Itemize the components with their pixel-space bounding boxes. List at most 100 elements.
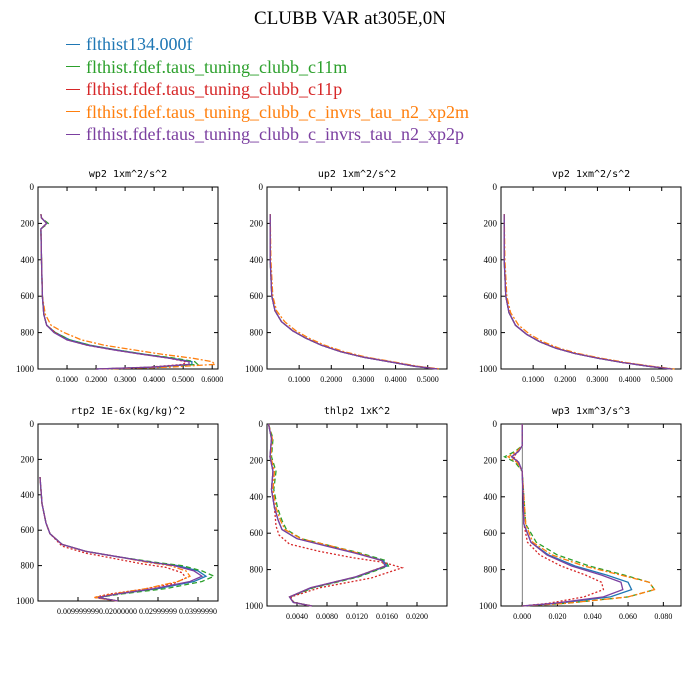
x-tick-label: 0.3000 <box>114 375 136 384</box>
series-line <box>503 214 672 370</box>
legend-swatch <box>66 66 80 68</box>
legend-swatch <box>66 88 80 90</box>
y-tick-label: 600 <box>484 528 498 538</box>
series-line <box>512 424 605 607</box>
legend-entry: flthist134.000f <box>66 33 469 56</box>
y-tick-label: 400 <box>250 255 264 265</box>
series-line <box>39 477 208 602</box>
y-tick-label: 800 <box>250 565 264 575</box>
legend-entry: flthist.fdef.taus_tuning_clubb_c11m <box>66 56 469 79</box>
y-tick-label: 0 <box>30 419 35 429</box>
x-tick-label: 0.4000 <box>619 375 641 384</box>
x-tick-label: 0.0040 <box>286 612 308 621</box>
series-line <box>503 424 656 607</box>
legend-swatch <box>66 43 80 45</box>
plot-frame <box>266 186 448 370</box>
y-tick-label: 200 <box>250 455 264 465</box>
y-tick-label: 800 <box>21 561 35 571</box>
plot-frame <box>37 186 219 370</box>
x-tick-label: 0.040 <box>584 612 602 621</box>
x-tick-label: 0.5000 <box>172 375 194 384</box>
x-tick-label: 0.080 <box>654 612 672 621</box>
panel-title: thlp2 1xK^2 <box>324 406 390 417</box>
panel-title: up2 1xm^2/s^2 <box>318 169 396 180</box>
x-tick-label: 0.0200 <box>406 612 428 621</box>
x-tick-label: 0.5000 <box>651 375 673 384</box>
legend-entry: flthist.fdef.taus_tuning_clubb_c_invrs_t… <box>66 101 469 124</box>
y-tick-label: 400 <box>484 492 498 502</box>
y-tick-label: 600 <box>250 528 264 538</box>
series-line <box>510 424 624 607</box>
series-line <box>503 214 672 370</box>
series-line <box>40 214 200 370</box>
legend: flthist134.000f flthist.fdef.taus_tuning… <box>66 33 469 146</box>
y-tick-label: 1000 <box>479 601 498 611</box>
x-tick-label: 0.1000 <box>288 375 310 384</box>
series-line <box>267 423 386 607</box>
series-line <box>40 214 193 370</box>
x-tick-label: 0.0080 <box>316 612 338 621</box>
x-tick-label: 0.1000 <box>56 375 78 384</box>
series-line <box>269 214 438 370</box>
y-tick-label: 1000 <box>245 364 264 374</box>
series-line <box>40 214 190 370</box>
y-tick-label: 0 <box>493 419 498 429</box>
plot-frame <box>266 423 448 607</box>
plot-frame <box>500 186 682 370</box>
y-tick-label: 200 <box>484 455 498 465</box>
y-tick-label: 600 <box>250 291 264 301</box>
y-tick-label: 0 <box>259 419 264 429</box>
series-line <box>503 214 675 370</box>
series-line <box>267 423 387 607</box>
series-line <box>39 477 192 602</box>
figure-title: CLUBB VAR at305E,0N <box>254 8 446 29</box>
series-line <box>269 214 438 370</box>
y-tick-label: 600 <box>484 291 498 301</box>
y-tick-label: 800 <box>250 328 264 338</box>
y-tick-label: 800 <box>484 565 498 575</box>
x-tick-label: 0.2000 <box>554 375 576 384</box>
x-tick-label: 0.0120 <box>346 612 368 621</box>
series-line <box>269 214 441 370</box>
x-tick-label: 0.03999990 <box>179 607 217 616</box>
x-tick-label: 0.3000 <box>352 375 374 384</box>
y-tick-label: 1000 <box>245 601 264 611</box>
legend-swatch <box>66 111 80 113</box>
legend-label: flthist.fdef.taus_tuning_clubb_c_invrs_t… <box>86 124 464 144</box>
y-tick-label: 200 <box>250 218 264 228</box>
x-tick-label: 0.6000 <box>201 375 223 384</box>
y-tick-label: 400 <box>21 255 35 265</box>
x-tick-label: 0.02999999 <box>139 607 177 616</box>
legend-label: flthist.fdef.taus_tuning_clubb_c11m <box>86 56 348 77</box>
x-tick-label: 0.5000 <box>417 375 439 384</box>
series-line <box>39 477 188 602</box>
x-tick-label: 0.1000 <box>522 375 544 384</box>
panel-title: wp3 1xm^3/s^3 <box>552 406 630 417</box>
y-tick-label: 0 <box>493 182 498 192</box>
y-tick-label: 0 <box>30 182 35 192</box>
y-tick-label: 1000 <box>16 596 35 606</box>
plot-frame <box>37 423 219 602</box>
x-tick-label: 0.020 <box>548 612 566 621</box>
series-line <box>40 214 188 370</box>
x-tick-label: 0.4000 <box>385 375 407 384</box>
y-tick-label: 0 <box>259 182 264 192</box>
legend-label: flthist.fdef.taus_tuning_clubb_c_invrs_t… <box>86 101 469 122</box>
legend-label: flthist134.000f <box>86 34 193 54</box>
plot-frame <box>500 423 682 607</box>
panel-title: vp2 1xm^2/s^2 <box>552 169 630 180</box>
y-tick-label: 400 <box>21 490 35 500</box>
y-tick-label: 600 <box>21 525 35 535</box>
series-line <box>269 214 438 370</box>
series-line <box>39 477 204 602</box>
panel-title: rtp2 1E-6x(kg/kg)^2 <box>71 406 185 417</box>
y-tick-label: 400 <box>484 255 498 265</box>
legend-entry: flthist.fdef.taus_tuning_clubb_c_invrs_t… <box>66 123 469 146</box>
y-tick-label: 800 <box>484 328 498 338</box>
series-line <box>267 423 390 607</box>
y-tick-label: 1000 <box>479 364 498 374</box>
x-tick-label: 0.3000 <box>586 375 608 384</box>
legend-entry: flthist.fdef.taus_tuning_clubb_c11p <box>66 78 469 101</box>
y-tick-label: 200 <box>21 218 35 228</box>
y-tick-label: 200 <box>484 218 498 228</box>
